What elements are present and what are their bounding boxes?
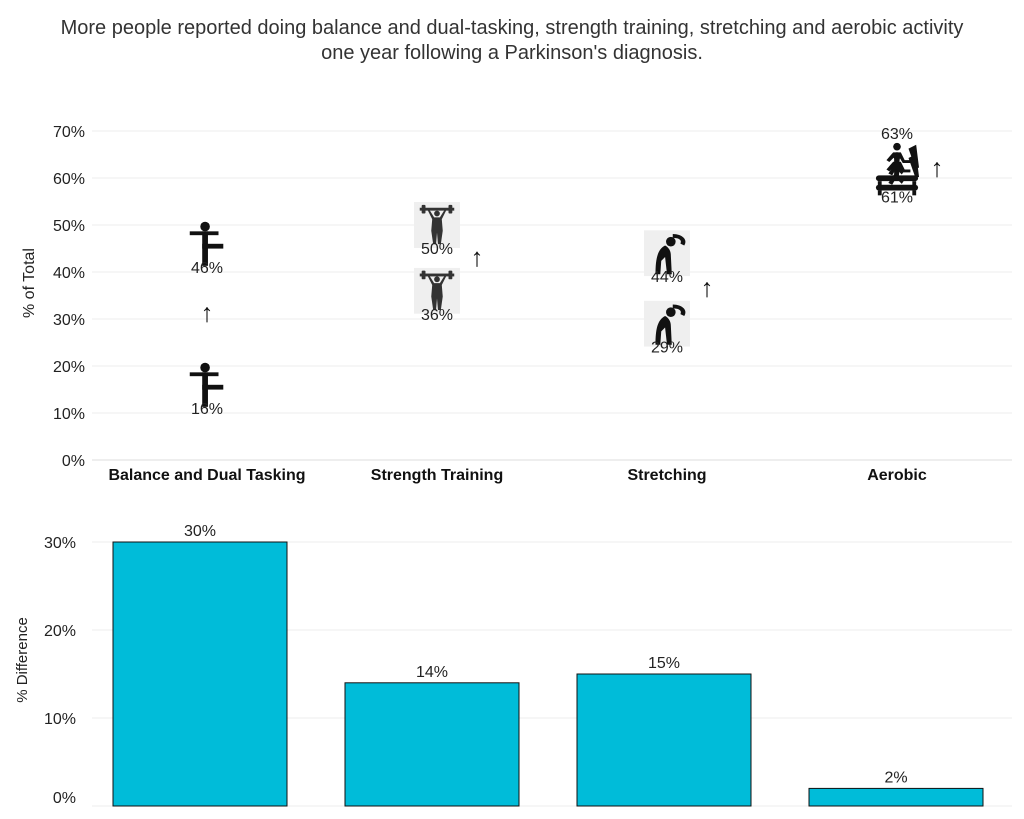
top-y-tick-label: 70% bbox=[53, 124, 85, 141]
top-category-label: Aerobic bbox=[867, 467, 927, 484]
top-chart: 0% 10% 20% 30% 40% 50% 60% 70% % of Total Balance… bbox=[21, 124, 1012, 484]
bar-value-label: 14% bbox=[416, 664, 448, 681]
point-after-label: 44% bbox=[651, 269, 683, 286]
increase-arrow-icon: ↑ bbox=[931, 153, 944, 183]
chart-title: More people reported doing balance and d… bbox=[0, 16, 1024, 66]
chart-title-line-1: More people reported doing balance and d… bbox=[60, 17, 964, 39]
top-category-label: Stretching bbox=[627, 467, 706, 484]
bottom-y-axis-label: % Difference bbox=[14, 617, 31, 703]
bar-2 bbox=[344, 682, 520, 807]
bar-1 bbox=[112, 541, 288, 807]
point-before-label: 29% bbox=[651, 340, 683, 357]
bottom-y-tick-label: 0% bbox=[53, 790, 76, 807]
top-y-tick-label: 60% bbox=[53, 171, 85, 188]
bottom-y-tick-label: 20% bbox=[44, 623, 76, 640]
top-y-tick-label: 30% bbox=[53, 312, 85, 329]
increase-arrow-icon: ↑ bbox=[701, 272, 714, 302]
bar-value-label: 2% bbox=[884, 769, 907, 786]
point-after-label: 63% bbox=[881, 126, 913, 143]
bar-3 bbox=[576, 673, 752, 807]
chart-title-line-2: one year following a Parkinson's diagnos… bbox=[321, 42, 703, 64]
bottom-chart: 0% 10% 20% 30% % Difference 30% 14% 15% 2% bbox=[14, 523, 1012, 807]
bar-4 bbox=[808, 787, 984, 807]
top-y-tick-label: 20% bbox=[53, 359, 85, 376]
bottom-y-tick-label: 30% bbox=[44, 535, 76, 552]
point-after-label: 46% bbox=[191, 260, 223, 277]
top-category-label: Balance and Dual Tasking bbox=[108, 467, 305, 484]
top-category-label: Strength Training bbox=[371, 467, 503, 484]
top-y-tick-label: 50% bbox=[53, 218, 85, 235]
point-before-label: 36% bbox=[421, 307, 453, 324]
increase-arrow-icon: ↑ bbox=[471, 242, 484, 272]
top-y-tick-label: 40% bbox=[53, 265, 85, 282]
point-after-label: 50% bbox=[421, 241, 453, 258]
bar-value-label: 30% bbox=[184, 523, 216, 540]
top-y-axis-label: % of Total bbox=[21, 248, 38, 318]
bottom-y-tick-label: 10% bbox=[44, 711, 76, 728]
top-y-tick-label: 10% bbox=[53, 406, 85, 423]
top-y-tick-label: 0% bbox=[62, 453, 85, 470]
increase-arrow-icon: ↑ bbox=[201, 297, 214, 327]
point-before-label: 61% bbox=[881, 189, 913, 206]
point-before-label: 16% bbox=[191, 401, 223, 418]
bar-value-label: 15% bbox=[648, 655, 680, 672]
